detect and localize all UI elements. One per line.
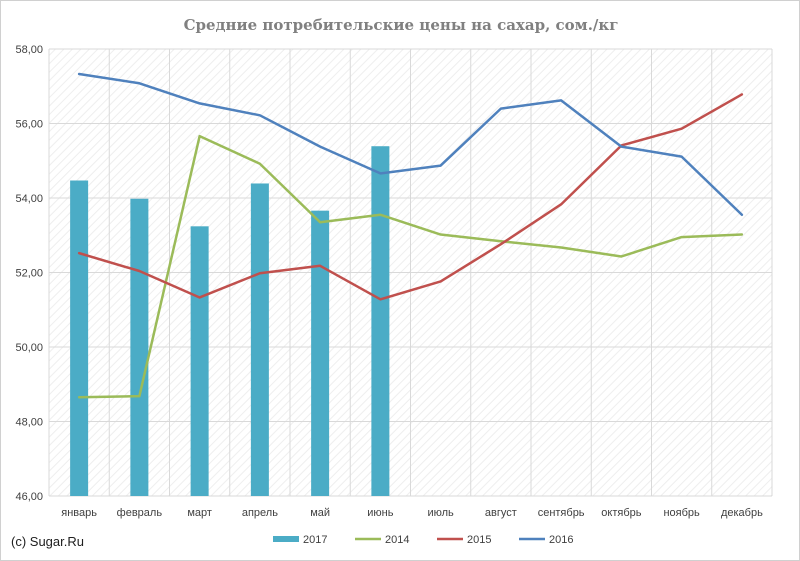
- x-tick-label: май: [310, 507, 330, 519]
- legend-label-2016: 2016: [549, 534, 573, 546]
- bar-2017: [311, 210, 330, 497]
- bar-2017: [130, 198, 149, 496]
- x-tick-label: июнь: [367, 507, 393, 519]
- bar-2017: [250, 183, 269, 496]
- y-tick-label: 58,00: [15, 44, 43, 56]
- y-tick-label: 54,00: [15, 193, 43, 205]
- y-tick-label: 56,00: [15, 119, 43, 131]
- y-axis: 46,00 48,00 50,00 52,00 54,00 56,00 58,00: [15, 44, 43, 503]
- x-tick-label: август: [485, 507, 517, 519]
- legend-label-2017: 2017: [303, 534, 327, 546]
- bar-2017: [70, 180, 89, 496]
- line-series-2014: [77, 134, 744, 399]
- bar-2017: [190, 226, 209, 496]
- y-tick-label: 52,00: [15, 268, 43, 280]
- x-tick-label: март: [187, 507, 212, 519]
- x-tick-label: декабрь: [721, 507, 763, 519]
- bar-layer: [70, 146, 390, 497]
- x-axis: январь февраль март апрель май июнь июль август…: [61, 507, 763, 519]
- legend-label-2015: 2015: [467, 534, 491, 546]
- x-tick-label: февраль: [117, 507, 163, 519]
- x-tick-label: сентябрь: [538, 507, 585, 519]
- x-tick-label: январь: [61, 507, 97, 519]
- x-tick-label: ноябрь: [663, 507, 700, 519]
- line-layer: [77, 72, 744, 399]
- y-tick-label: 50,00: [15, 342, 43, 354]
- chart-title: Средние потребительские цены на сахар, с…: [184, 16, 619, 34]
- line-series-2016: [77, 72, 744, 217]
- x-tick-label: апрель: [242, 507, 278, 519]
- y-tick-label: 46,00: [15, 491, 43, 503]
- grid-layer: [48, 48, 773, 497]
- bar-2017: [371, 146, 390, 496]
- x-tick-label: июль: [427, 507, 454, 519]
- line-series-2015: [77, 93, 744, 301]
- x-tick-label: октябрь: [601, 507, 641, 519]
- credit-text: (c) Sugar.Ru: [11, 534, 84, 549]
- legend: 2017 2014 2015 2016: [273, 534, 573, 546]
- legend-swatch-2017: [273, 536, 299, 542]
- legend-label-2014: 2014: [385, 534, 409, 546]
- y-tick-label: 48,00: [15, 417, 43, 429]
